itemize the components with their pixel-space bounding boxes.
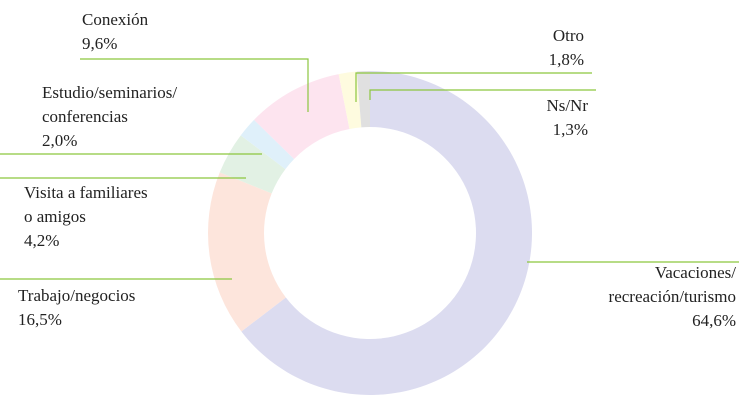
slice-label: conferencias xyxy=(42,107,128,126)
donut-slice xyxy=(254,74,350,159)
slice-label: Otro xyxy=(553,26,584,45)
slice-label: Visita a familiares xyxy=(24,183,148,202)
slice-label: Trabajo/negocios xyxy=(18,286,135,305)
donut-slice xyxy=(240,119,295,170)
slice-label: Ns/Nr xyxy=(546,96,588,115)
value-label: 4,2% xyxy=(24,231,59,250)
value-label: 64,6% xyxy=(692,311,736,330)
leader-line xyxy=(369,89,596,100)
value-label: 16,5% xyxy=(18,310,62,329)
value-label: 9,6% xyxy=(82,34,117,53)
donut-slice xyxy=(241,71,533,395)
slice-label: Conexión xyxy=(82,10,149,29)
leader-line xyxy=(355,72,592,102)
slice-label: Vacaciones/ xyxy=(655,263,736,282)
slice-label: Estudio/seminarios/ xyxy=(42,83,177,102)
donut-slice xyxy=(208,172,286,332)
value-label: 1,3% xyxy=(553,120,588,139)
value-label: 2,0% xyxy=(42,131,77,150)
donut-slice xyxy=(219,135,286,194)
slice-label: recreación/turismo xyxy=(609,287,736,306)
donut-slice xyxy=(356,71,370,128)
leader-line xyxy=(80,58,309,112)
slice-label: o amigos xyxy=(24,207,86,226)
value-label: 1,8% xyxy=(549,50,584,69)
